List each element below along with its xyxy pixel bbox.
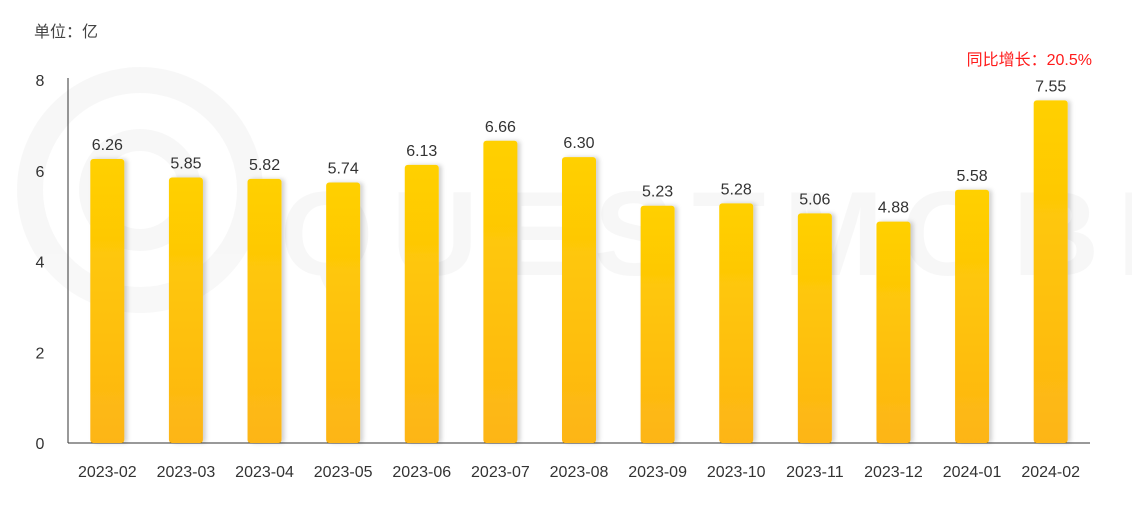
yoy-growth-label: 同比增长：20.5% [966, 52, 1092, 69]
bar-value-label: 5.28 [721, 181, 752, 198]
y-tick-label: 4 [36, 255, 45, 272]
bar-value-label: 7.55 [1035, 78, 1066, 95]
bar-2023-10 [719, 203, 754, 443]
bar-2023-05 [326, 182, 361, 444]
x-tick-label: 2023-05 [314, 464, 373, 481]
bar-2023-06 [404, 164, 439, 443]
bar-value-label: 6.66 [485, 119, 516, 136]
y-tick-label: 6 [36, 164, 45, 181]
bar-2023-09 [640, 205, 675, 443]
x-tick-label: 2023-03 [157, 464, 216, 481]
y-tick-label: 8 [36, 73, 45, 90]
bar-value-label: 4.88 [878, 200, 909, 217]
bar-value-label: 6.30 [563, 135, 594, 152]
bar-value-label: 6.13 [406, 143, 437, 160]
bar-value-label: 5.58 [957, 168, 988, 185]
bar-2023-11 [797, 213, 832, 443]
bar-value-label: 6.26 [92, 137, 123, 154]
x-tick-label: 2023-02 [78, 464, 137, 481]
x-tick-label: 2024-02 [1021, 464, 1080, 481]
x-tick-label: 2023-10 [707, 464, 766, 481]
x-tick-label: 2023-12 [864, 464, 923, 481]
bar-value-label: 5.23 [642, 184, 673, 201]
x-tick-label: 2024-01 [943, 464, 1002, 481]
x-tick-label: 2023-09 [628, 464, 687, 481]
bar-2023-02 [90, 158, 125, 443]
x-tick-label: 2023-07 [471, 464, 530, 481]
bar-2023-07 [483, 140, 518, 444]
bar-value-label: 5.82 [249, 157, 280, 174]
bar-2023-04 [247, 178, 282, 444]
y-tick-label: 0 [36, 436, 45, 453]
unit-label: 单位：亿 [34, 24, 99, 41]
x-tick-label: 2023-04 [235, 464, 294, 481]
bar-2024-02 [1033, 100, 1068, 443]
bar-value-label: 5.06 [799, 191, 830, 208]
x-tick-label: 2023-11 [786, 464, 844, 481]
bar-2023-12 [876, 221, 911, 443]
bar-value-label: 5.74 [328, 161, 359, 178]
x-tick-label: 2023-06 [392, 464, 451, 481]
bar-value-label: 5.85 [170, 156, 201, 173]
bar-2023-08 [562, 157, 596, 443]
y-tick-label: 2 [36, 345, 45, 362]
x-tick-label: 2023-08 [550, 464, 609, 481]
bar-2023-03 [168, 177, 203, 443]
bar-2024-01 [955, 189, 990, 443]
